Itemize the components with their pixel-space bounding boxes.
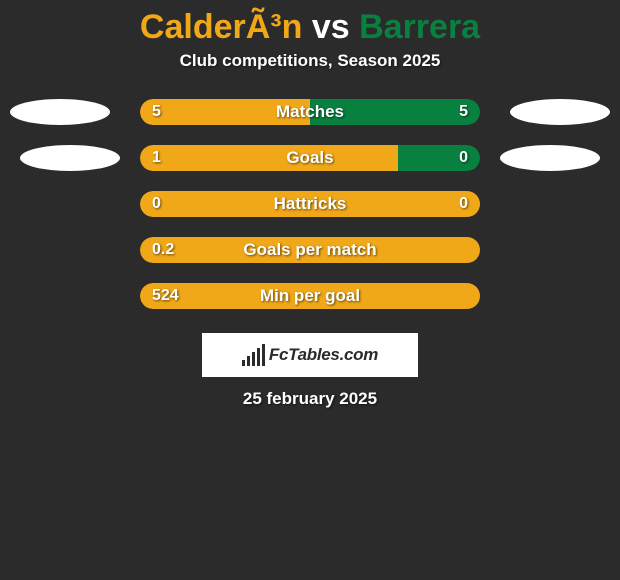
footer-date: 25 february 2025 (0, 389, 620, 409)
stat-bar-track: 00Hattricks (140, 191, 480, 217)
stat-label: Goals (140, 145, 480, 171)
logo-bars-icon (242, 344, 265, 366)
stat-label: Matches (140, 99, 480, 125)
stat-row: 0.2Goals per match (0, 237, 620, 283)
stat-row: 10Goals (0, 145, 620, 191)
stat-row: 55Matches (0, 99, 620, 145)
logo-box: FcTables.com (202, 333, 418, 377)
player-right-ellipse (510, 99, 610, 125)
stats-rows: 55Matches 10Goals 00Hattricks 0.2Goals per … (0, 99, 620, 329)
stat-row: 00Hattricks (0, 191, 620, 237)
stat-label: Min per goal (140, 283, 480, 309)
page-title: CalderÃ³n vs Barrera (0, 0, 620, 51)
vs-text: vs (312, 8, 350, 46)
logo-text: FcTables.com (269, 345, 378, 365)
stat-label: Goals per match (140, 237, 480, 263)
subtitle: Club competitions, Season 2025 (0, 51, 620, 71)
player-left-name: CalderÃ³n (140, 8, 302, 46)
stat-label: Hattricks (140, 191, 480, 217)
stat-bar-track: 55Matches (140, 99, 480, 125)
infographic-container: CalderÃ³n vs Barrera Club competitions, … (0, 0, 620, 409)
player-left-ellipse (10, 99, 110, 125)
stat-bar-track: 0.2Goals per match (140, 237, 480, 263)
stat-row: 524Min per goal (0, 283, 620, 329)
player-left-ellipse (20, 145, 120, 171)
stat-bar-track: 10Goals (140, 145, 480, 171)
stat-bar-track: 524Min per goal (140, 283, 480, 309)
player-right-ellipse (500, 145, 600, 171)
player-right-name: Barrera (359, 8, 480, 46)
